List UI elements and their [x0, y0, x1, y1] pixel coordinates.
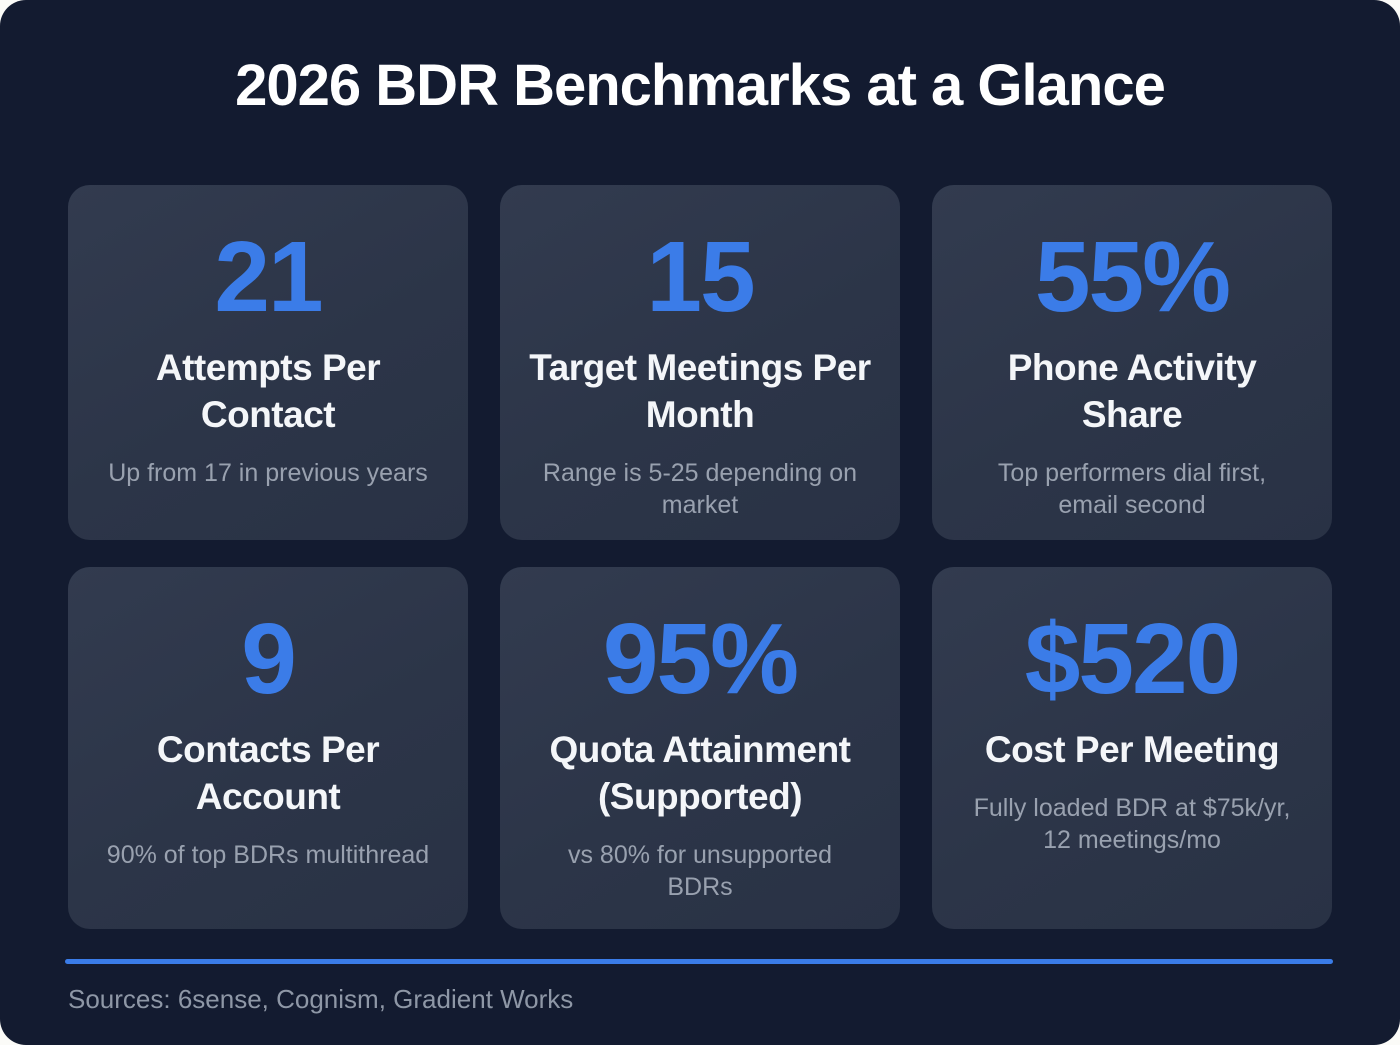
stat-value: 9	[241, 602, 297, 715]
stat-card-target-meetings: 15 Target Meetings Per Month Range is 5-…	[500, 184, 900, 540]
stat-value: $520	[1024, 602, 1241, 715]
stat-description: Up from 17 in previous years	[108, 458, 428, 487]
stat-description: vs 80% for unsupported BDRs	[567, 840, 833, 902]
stat-description: Top performers dial first, email second	[997, 458, 1267, 520]
footer-divider-line	[65, 958, 1333, 964]
stat-value: 95%	[602, 602, 799, 715]
stat-card-phone-activity-share: 55% Phone Activity Share Top performers …	[932, 184, 1332, 540]
stat-description: 90% of top BDRs multithread	[106, 840, 430, 869]
stat-label: Attempts Per Contact	[155, 346, 381, 435]
stat-card-contacts-per-account: 9 Contacts Per Account 90% of top BDRs m…	[68, 566, 468, 929]
page-title: 2026 BDR Benchmarks at a Glance	[235, 53, 1166, 118]
stat-description: Range is 5-25 depending on market	[542, 458, 858, 520]
stat-card-attempts-per-contact: 21 Attempts Per Contact Up from 17 in pr…	[68, 184, 468, 540]
stat-label: Contacts Per Account	[156, 728, 380, 817]
stat-label: Quota Attainment (Supported)	[549, 728, 851, 817]
stat-value: 15	[646, 220, 755, 333]
stat-card-grid: 21 Attempts Per Contact Up from 17 in pr…	[68, 184, 1332, 929]
stat-value: 21	[214, 220, 323, 333]
stat-label: Phone Activity Share	[1007, 346, 1257, 435]
stat-card-cost-per-meeting: $520 Cost Per Meeting Fully loaded BDR a…	[932, 566, 1332, 929]
stat-label: Cost Per Meeting	[984, 728, 1280, 770]
stat-value: 55%	[1034, 220, 1231, 333]
sources-text: Sources: 6sense, Cognism, Gradient Works	[68, 983, 574, 1014]
stat-card-quota-attainment: 95% Quota Attainment (Supported) vs 80% …	[500, 566, 900, 929]
stat-description: Fully loaded BDR at $75k/yr, 12 meetings…	[973, 793, 1291, 855]
stat-label: Target Meetings Per Month	[529, 346, 871, 435]
